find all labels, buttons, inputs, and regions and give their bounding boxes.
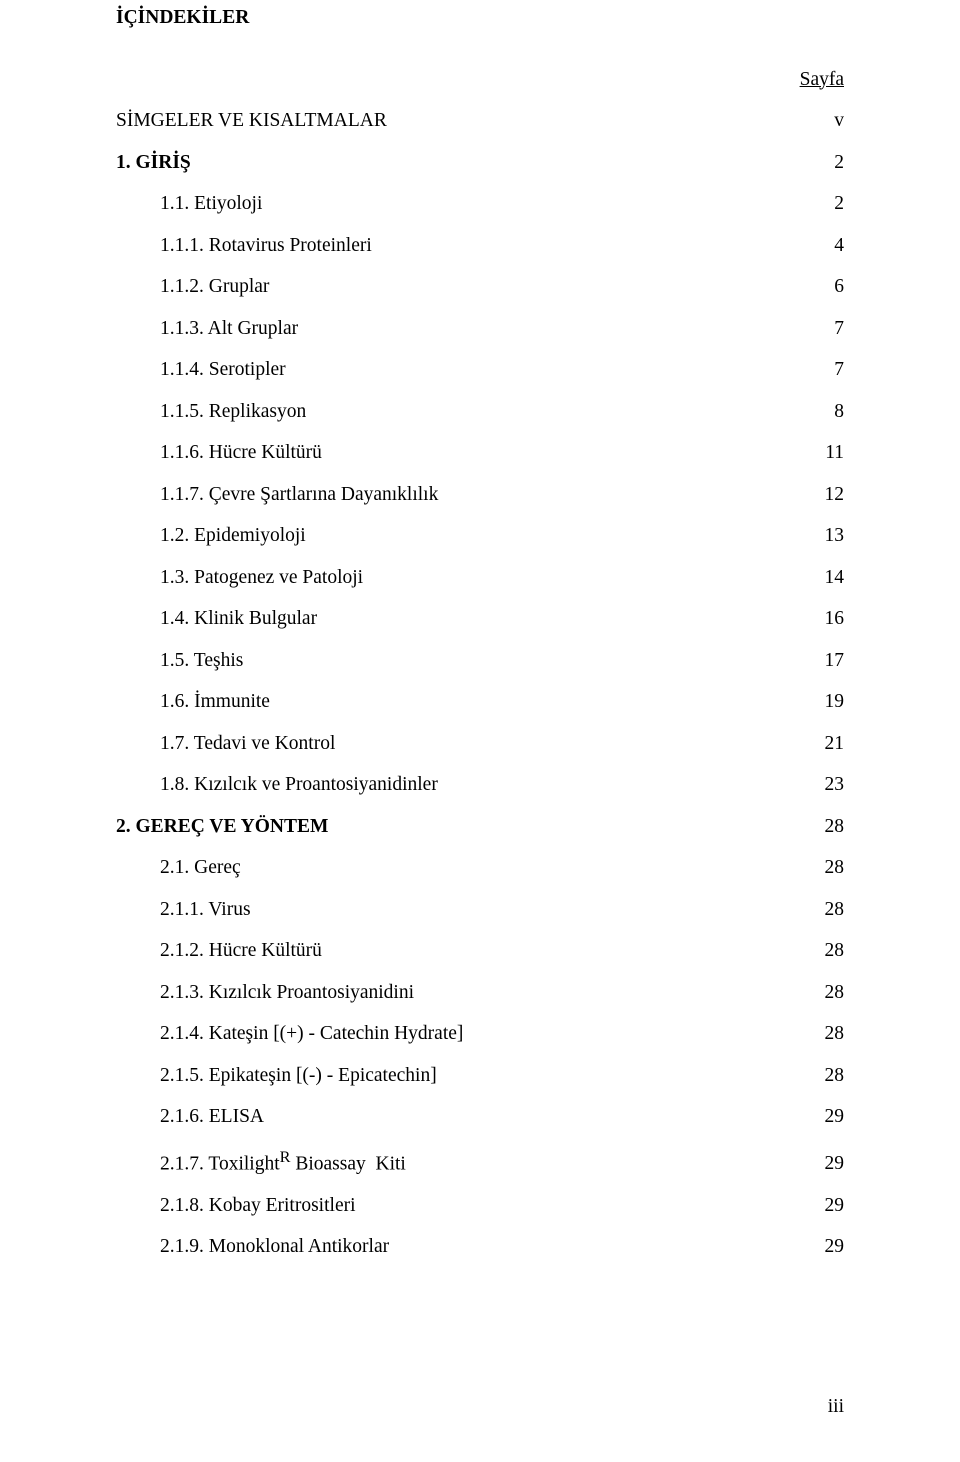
toc-entry-page: 14	[814, 568, 844, 588]
toc-entry-label: 1.1. Etiyoloji	[116, 194, 262, 214]
toc-row: 1.1.1. Rotavirus Proteinleri 4	[116, 236, 844, 256]
toc-entry-label: 1.1.7. Çevre Şartlarına Dayanıklılık	[116, 485, 438, 505]
toc-entry-page: 11	[814, 443, 844, 463]
toc-entry-label: 1.1.2. Gruplar	[116, 277, 269, 297]
toc-entry-page: 29	[814, 1237, 844, 1257]
toc-entry-label: 1.4. Klinik Bulgular	[116, 609, 317, 629]
toc-entry-page: 29	[814, 1196, 844, 1216]
toc-entry-label: 1. GİRİŞ	[116, 153, 191, 173]
toc-entry-page: v	[814, 111, 844, 131]
toc-entry-label: 1.8. Kızılcık ve Proantosiyanidinler	[116, 775, 438, 795]
toc-row: 1.1.3. Alt Gruplar 7	[116, 319, 844, 339]
page-header: Sayfa	[800, 70, 844, 90]
toc-entry-label: 2.1. Gereç	[116, 858, 241, 878]
toc-row: 1.1.6. Hücre Kültürü 11	[116, 443, 844, 463]
toc-entry-label: 1.5. Teşhis	[116, 651, 243, 671]
toc-entry-label: 1.1.5. Replikasyon	[116, 402, 306, 422]
toc-entry-page: 6	[814, 277, 844, 297]
toc-row: 2.1.9. Monoklonal Antikorlar 29	[116, 1237, 844, 1257]
toc-entry-page: 28	[814, 941, 844, 961]
toc-row: 1.8. Kızılcık ve Proantosiyanidinler 23	[116, 775, 844, 795]
toc-entry-label: 2.1.4. Kateşin [(+) - Catechin Hydrate]	[116, 1024, 463, 1044]
toc-row: 1.6. İmmunite 19	[116, 692, 844, 712]
toc-entry-label: 2.1.2. Hücre Kültürü	[116, 941, 322, 961]
toc-entry-label: SİMGELER VE KISALTMALAR	[116, 111, 387, 131]
toc-row: 2.1.3. Kızılcık Proantosiyanidini 28	[116, 983, 844, 1003]
toc-entry-page: 28	[814, 900, 844, 920]
toc-entry-label: 2.1.1. Virus	[116, 900, 251, 920]
toc-entry-page: 7	[814, 319, 844, 339]
toc-entry-page: 13	[814, 526, 844, 546]
toc-row: 2.1.7. ToxilightR Bioassay Kiti 29	[116, 1149, 844, 1174]
toc-entry-page: 2	[814, 194, 844, 214]
toc-row: 1.2. Epidemiyoloji 13	[116, 526, 844, 546]
toc-row: 2. GEREÇ VE YÖNTEM 28	[116, 817, 844, 837]
toc-entry-page: 19	[814, 692, 844, 712]
toc-entry-page: 29	[814, 1154, 844, 1174]
toc-entry-label: 1.1.6. Hücre Kültürü	[116, 443, 322, 463]
toc-row: 2.1.6. ELISA 29	[116, 1107, 844, 1127]
toc-entry-page: 21	[814, 734, 844, 754]
toc-row: 1.1.5. Replikasyon 8	[116, 402, 844, 422]
toc-entry-label: 2. GEREÇ VE YÖNTEM	[116, 817, 328, 837]
toc-row: 2.1.4. Kateşin [(+) - Catechin Hydrate] 2…	[116, 1024, 844, 1044]
toc-entry-label: 2.1.5. Epikateşin [(-) - Epicatechin]	[116, 1066, 437, 1086]
page-header-row: Sayfa	[116, 70, 844, 90]
toc-row: SİMGELER VE KISALTMALAR v	[116, 111, 844, 131]
toc-entry-page: 2	[814, 153, 844, 173]
toc-entry-label: 1.1.3. Alt Gruplar	[116, 319, 298, 339]
toc-row: 1.1.2. Gruplar 6	[116, 277, 844, 297]
toc-entry-page: 28	[814, 858, 844, 878]
toc-row: 1.1. Etiyoloji 2	[116, 194, 844, 214]
toc-entry-page: 7	[814, 360, 844, 380]
toc-entry-label: 1.2. Epidemiyoloji	[116, 526, 306, 546]
toc-entry-label: 1.6. İmmunite	[116, 692, 270, 712]
toc-row: 2.1.2. Hücre Kültürü 28	[116, 941, 844, 961]
toc-entry-label: 2.1.7. ToxilightR Bioassay Kiti	[116, 1149, 406, 1174]
toc-row: 1.3. Patogenez ve Patoloji 14	[116, 568, 844, 588]
toc-entry-label: 1.1.4. Serotipler	[116, 360, 286, 380]
toc-entry-page: 28	[814, 1066, 844, 1086]
toc-entry-label: 2.1.3. Kızılcık Proantosiyanidini	[116, 983, 414, 1003]
toc-row: 1.7. Tedavi ve Kontrol 21	[116, 734, 844, 754]
toc-row: 2.1. Gereç 28	[116, 858, 844, 878]
toc-entry-page: 28	[814, 1024, 844, 1044]
toc-row: 2.1.1. Virus 28	[116, 900, 844, 920]
toc-entry-page: 28	[814, 817, 844, 837]
toc-row: 1.1.4. Serotipler 7	[116, 360, 844, 380]
toc-entry-label: 2.1.8. Kobay Eritrositleri	[116, 1196, 356, 1216]
toc-row: 1. GİRİŞ 2	[116, 153, 844, 173]
toc-row: 2.1.8. Kobay Eritrositleri 29	[116, 1196, 844, 1216]
toc-entry-page: 4	[814, 236, 844, 256]
toc-entry-page: 12	[814, 485, 844, 505]
toc-row: 2.1.5. Epikateşin [(-) - Epicatechin] 28	[116, 1066, 844, 1086]
toc-entry-label: 1.3. Patogenez ve Patoloji	[116, 568, 363, 588]
toc-entry-page: 16	[814, 609, 844, 629]
page-number-footer: iii	[116, 1397, 844, 1417]
toc-entry-page: 23	[814, 775, 844, 795]
toc-title: İÇİNDEKİLER	[116, 8, 844, 28]
toc-entry-page: 8	[814, 402, 844, 422]
toc-entry-page: 29	[814, 1107, 844, 1127]
toc-entry-label: 1.1.1. Rotavirus Proteinleri	[116, 236, 372, 256]
toc-row: 1.5. Teşhis 17	[116, 651, 844, 671]
toc-entry-page: 28	[814, 983, 844, 1003]
toc-entry-label: 2.1.9. Monoklonal Antikorlar	[116, 1237, 389, 1257]
toc-row: 1.4. Klinik Bulgular 16	[116, 609, 844, 629]
toc-entry-page: 17	[814, 651, 844, 671]
toc-entry-label: 2.1.6. ELISA	[116, 1107, 264, 1127]
toc-row: 1.1.7. Çevre Şartlarına Dayanıklılık 12	[116, 485, 844, 505]
toc-list: SİMGELER VE KISALTMALARv1. GİRİŞ21.1. Et…	[116, 111, 844, 1257]
toc-entry-label: 1.7. Tedavi ve Kontrol	[116, 734, 335, 754]
